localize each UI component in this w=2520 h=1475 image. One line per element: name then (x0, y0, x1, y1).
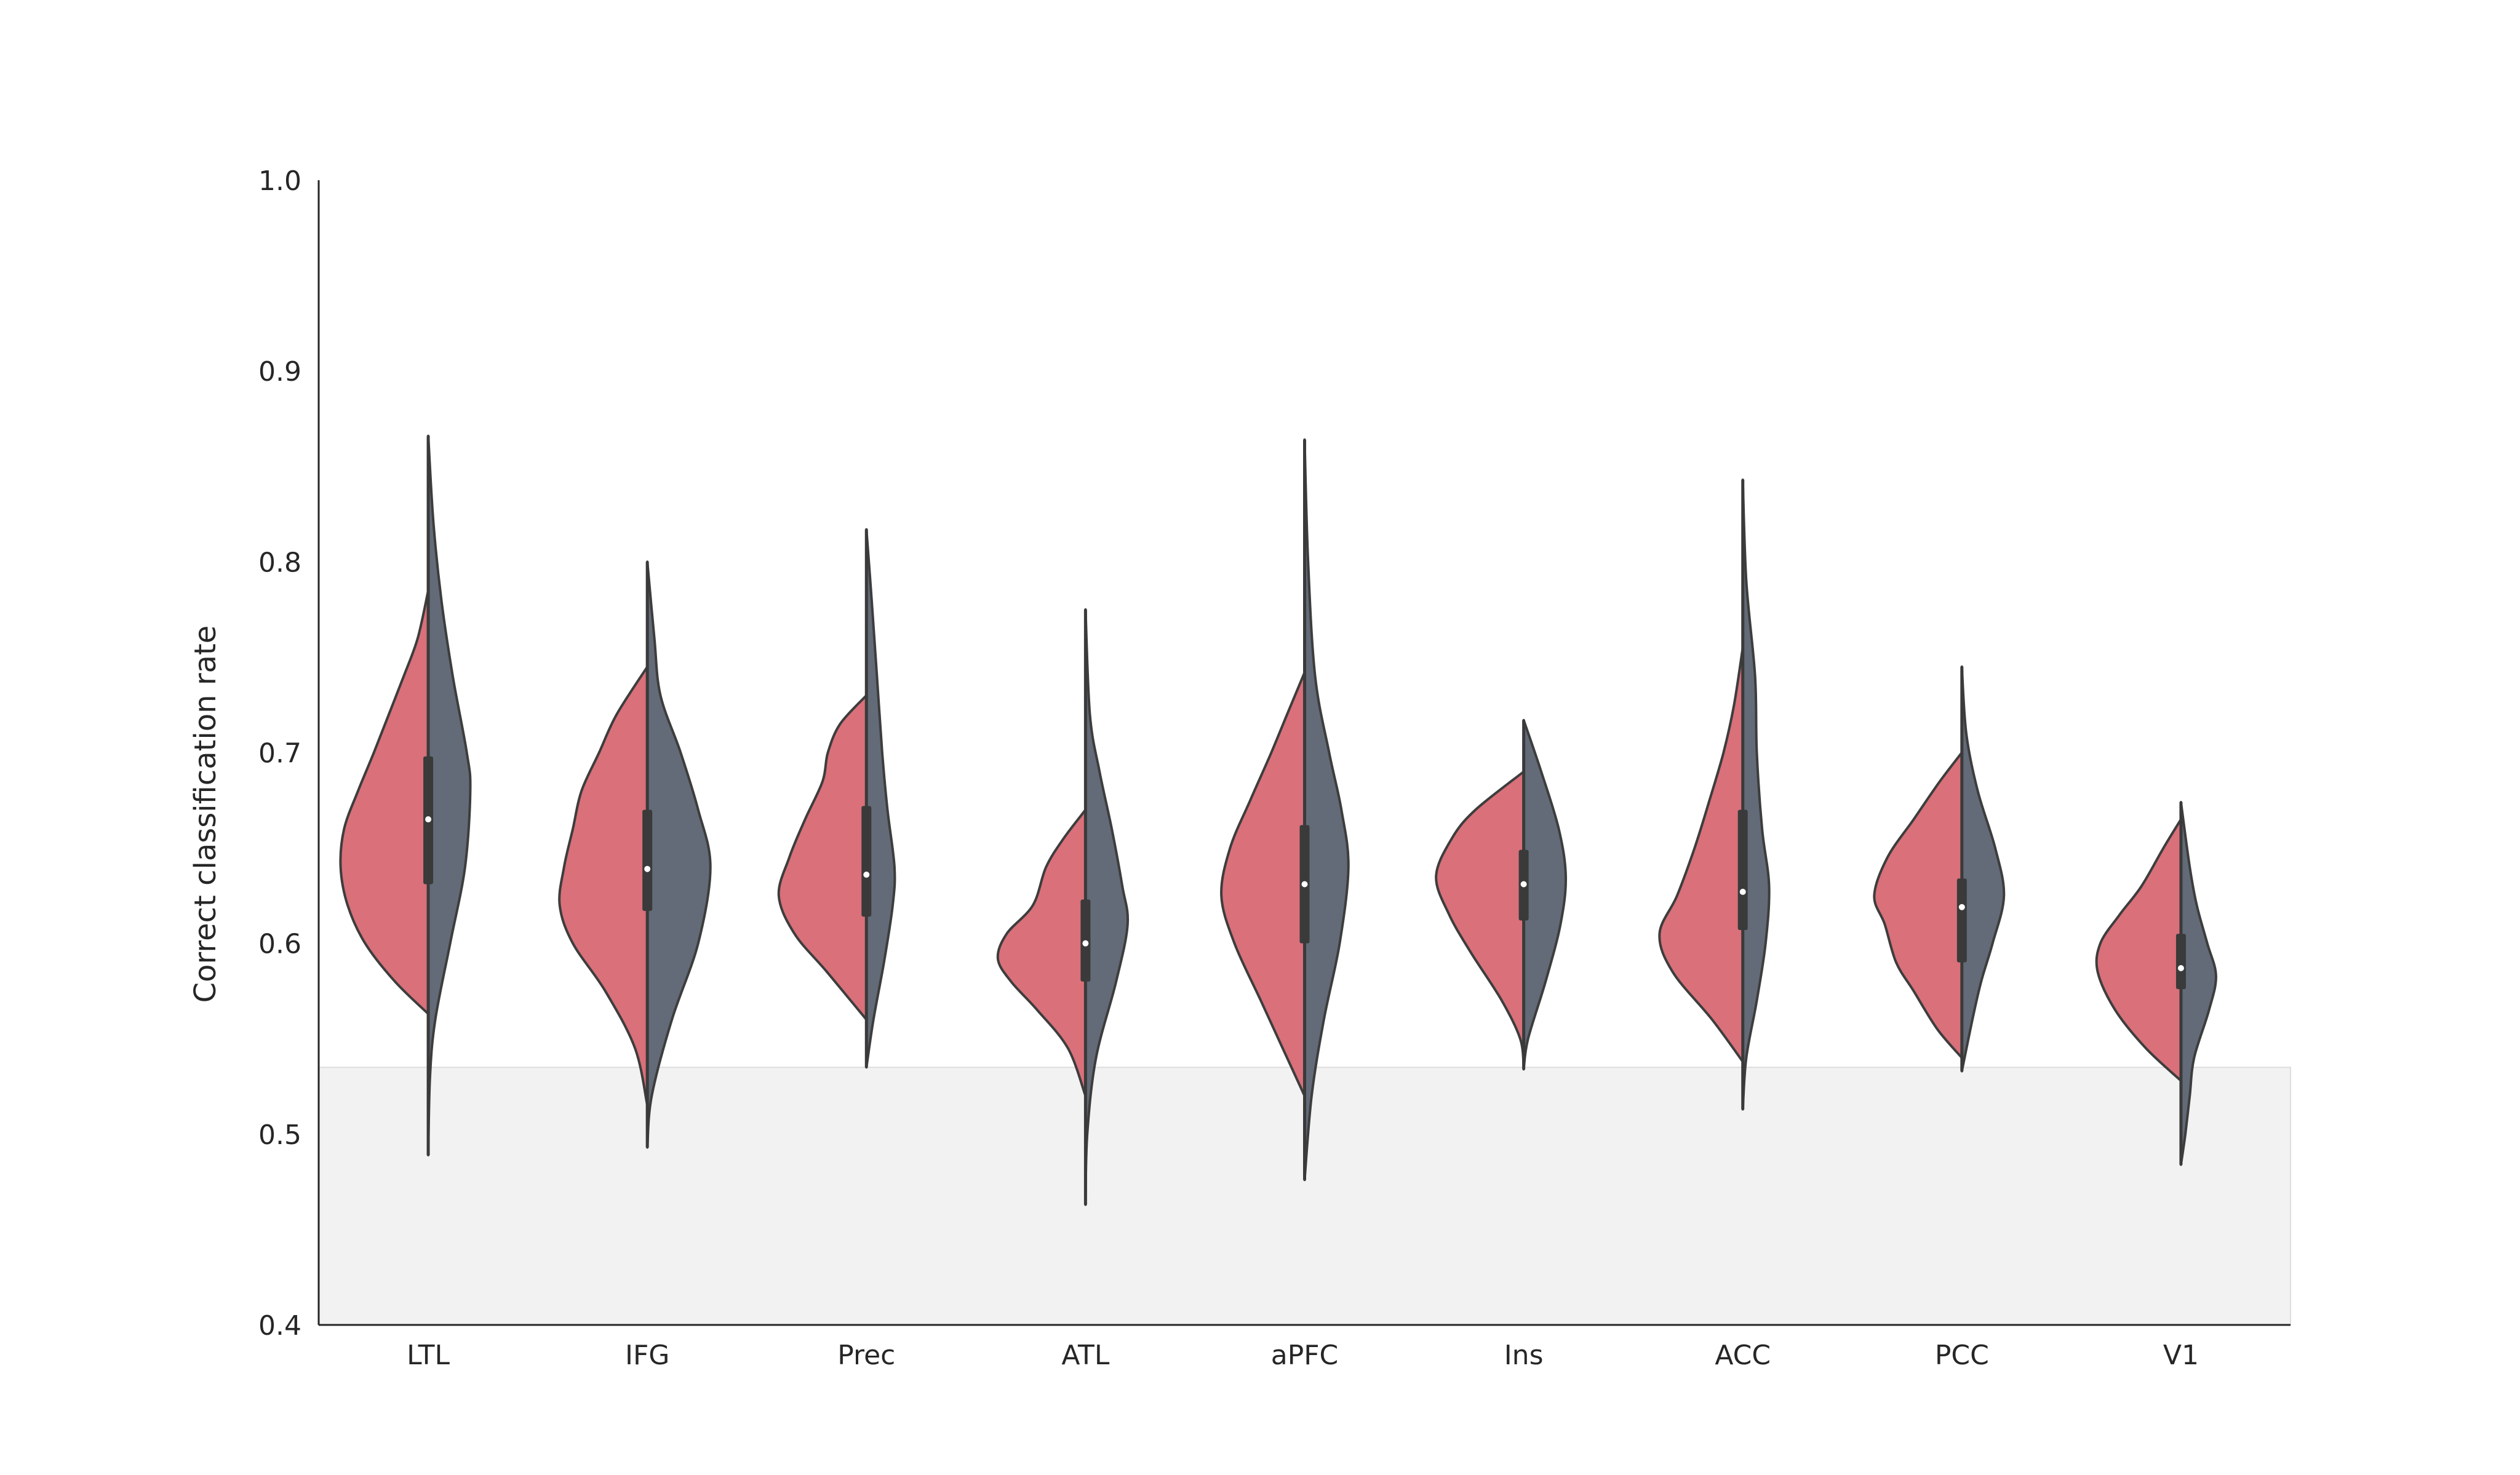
violin-right-half (2179, 801, 2217, 1166)
violin-left-half (558, 665, 649, 1107)
y-ticks-group: 0.4 0.5 0.6 0.7 0.8 0.9 1.0 (258, 165, 301, 1342)
y-tick-label: 0.8 (258, 547, 301, 578)
violin-right-half (1084, 608, 1130, 1206)
violin-median-dot (425, 816, 432, 823)
violin-median-dot (1958, 904, 1965, 910)
y-tick-label: 0.6 (258, 929, 301, 960)
violin-left-half (339, 589, 430, 1016)
violin-Prec (777, 528, 896, 1069)
violin-median-dot (1082, 940, 1089, 947)
x-tick-label: Prec (837, 1340, 895, 1371)
violin-left-half (1220, 671, 1306, 1097)
violin-right-half (1960, 665, 2006, 1073)
violins-group (339, 434, 2217, 1206)
x-tick-label: ACC (1715, 1340, 1771, 1371)
violin-V1 (2095, 801, 2217, 1166)
violin-left-half (777, 694, 868, 1021)
violin-left-half (1873, 751, 1963, 1059)
violin-right-half (646, 560, 712, 1149)
x-tick-label: LTL (407, 1340, 450, 1371)
y-tick-label: 0.9 (258, 356, 301, 388)
violin-iqr-box (2175, 934, 2186, 990)
x-tick-label: PCC (1935, 1340, 1989, 1371)
x-tick-label: aPFC (1271, 1340, 1339, 1371)
y-tick-label: 0.5 (258, 1119, 301, 1151)
violin-left-half (2095, 818, 2182, 1082)
violin-right-half (1303, 438, 1350, 1182)
y-axis-label: Correct classification rate (188, 626, 223, 1003)
violin-IFG (558, 560, 712, 1149)
violin-LTL (339, 434, 472, 1156)
x-tick-label: IFG (625, 1340, 669, 1371)
violin-right-half (427, 434, 472, 1156)
x-ticks-group: LTL IFG Prec ATL aPFC Ins ACC PCC V1 (407, 1340, 2199, 1371)
violin-iqr-box (1956, 878, 1967, 963)
violin-right-half (865, 528, 896, 1069)
violin-median-dot (1301, 881, 1308, 888)
violin-ACC (1658, 479, 1771, 1111)
violin-aPFC (1220, 438, 1350, 1182)
violin-left-half (996, 808, 1087, 1097)
violin-PCC (1873, 665, 2006, 1073)
violin-right-half (1741, 479, 1771, 1111)
x-tick-label: V1 (2163, 1340, 2199, 1371)
violin-Ins (1435, 718, 1568, 1071)
violin-right-half (1522, 718, 1568, 1071)
x-tick-label: ATL (1061, 1340, 1110, 1371)
y-tick-label: 0.7 (258, 738, 301, 769)
violin-median-dot (644, 865, 651, 872)
violin-median-dot (1520, 881, 1527, 888)
violin-left-half (1435, 770, 1525, 1069)
y-tick-label: 1.0 (258, 165, 301, 197)
violin-median-dot (863, 872, 870, 878)
violin-median-dot (1739, 888, 1746, 895)
violin-iqr-box (861, 806, 872, 917)
violin-iqr-box (1737, 809, 1748, 930)
violin-ATL (996, 608, 1130, 1206)
violin-iqr-box (642, 809, 653, 911)
violin-median-dot (2177, 964, 2184, 971)
x-tick-label: Ins (1504, 1340, 1544, 1371)
y-tick-label: 0.4 (258, 1310, 301, 1342)
violin-left-half (1658, 646, 1744, 1063)
